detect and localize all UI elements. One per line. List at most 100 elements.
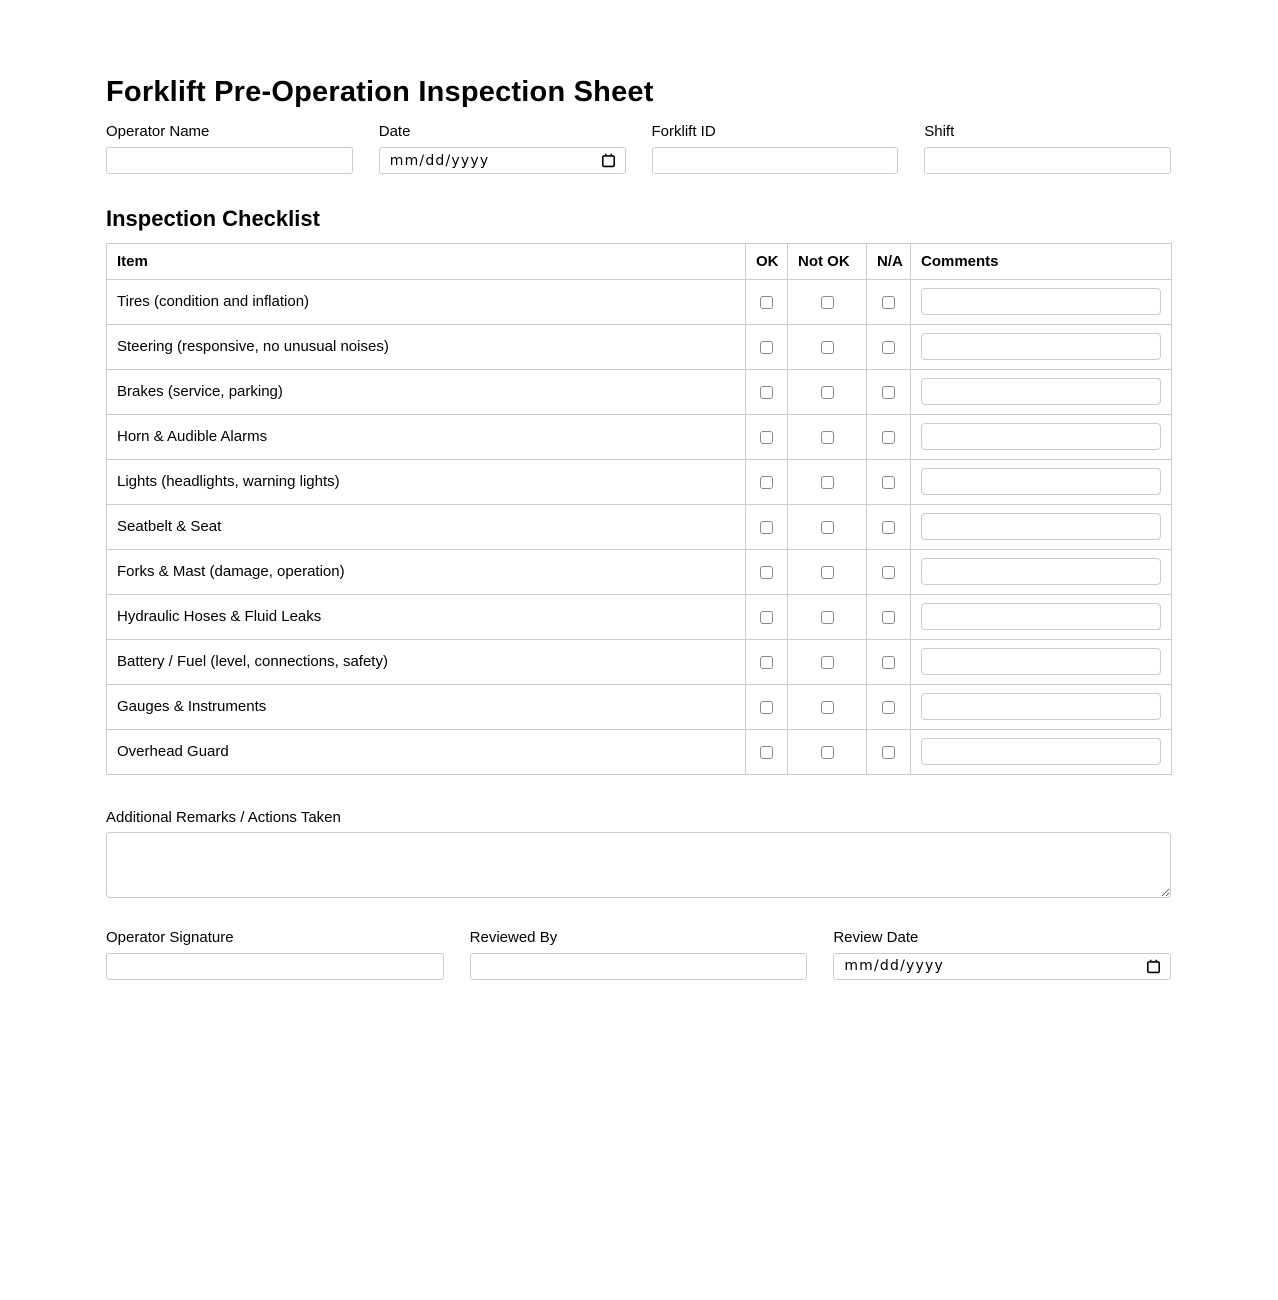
- operator-name-input[interactable]: [106, 147, 353, 175]
- comment-input[interactable]: [921, 558, 1161, 586]
- comment-input[interactable]: [921, 738, 1161, 766]
- ok-checkbox[interactable]: [760, 655, 773, 669]
- comment-input[interactable]: [921, 693, 1161, 721]
- not-ok-checkbox[interactable]: [820, 520, 834, 534]
- not-ok-checkbox[interactable]: [820, 340, 834, 354]
- not-ok-checkbox[interactable]: [820, 565, 834, 579]
- ok-checkbox[interactable]: [760, 700, 773, 714]
- column-header-comments: Comments: [910, 242, 1172, 280]
- column-header-na: N/A: [866, 242, 911, 280]
- na-checkbox[interactable]: [882, 655, 895, 669]
- operator-name-label: Operator Name: [106, 123, 210, 141]
- date-label: Date: [378, 123, 411, 141]
- table-row: Battery / Fuel (level, connections, safe…: [106, 638, 1172, 685]
- table-row: Forks & Mast (damage, operation): [106, 548, 1172, 595]
- checklist-item-label: Brakes (service, parking): [106, 368, 746, 415]
- ok-checkbox[interactable]: [760, 565, 773, 579]
- reviewed-by-label: Reviewed By: [469, 928, 558, 946]
- na-checkbox[interactable]: [882, 610, 895, 624]
- forklift-id-label: Forklift ID: [651, 123, 716, 141]
- shift-field: Shift: [924, 123, 1171, 175]
- checklist-heading: Inspection Checklist: [106, 206, 320, 232]
- ok-checkbox[interactable]: [760, 340, 773, 354]
- checklist-item-label: Horn & Audible Alarms: [106, 413, 746, 460]
- date-placeholder: mm/dd/yyyy: [389, 152, 490, 169]
- na-checkbox[interactable]: [882, 700, 895, 714]
- table-row: Overhead Guard: [106, 728, 1172, 775]
- calendar-icon[interactable]: [1146, 959, 1161, 974]
- operator-signature-input[interactable]: [106, 952, 444, 980]
- review-date-input[interactable]: mm/dd/yyyy: [833, 952, 1171, 980]
- comment-input[interactable]: [921, 423, 1161, 451]
- na-checkbox[interactable]: [882, 340, 895, 354]
- table-row: Seatbelt & Seat: [106, 503, 1172, 550]
- checklist-item-label: Seatbelt & Seat: [106, 503, 746, 550]
- column-header-not-ok: Not OK: [787, 242, 867, 280]
- comment-input[interactable]: [921, 468, 1161, 496]
- ok-checkbox[interactable]: [760, 520, 773, 534]
- not-ok-checkbox[interactable]: [820, 430, 834, 444]
- shift-input[interactable]: [924, 147, 1171, 175]
- not-ok-checkbox[interactable]: [820, 295, 834, 309]
- na-checkbox[interactable]: [882, 520, 895, 534]
- not-ok-checkbox[interactable]: [820, 745, 834, 759]
- not-ok-checkbox[interactable]: [820, 610, 834, 624]
- comment-input[interactable]: [921, 648, 1161, 676]
- forklift-id-field: Forklift ID: [651, 123, 899, 175]
- page-title: Forklift Pre-Operation Inspection Sheet: [106, 76, 654, 108]
- table-row: Brakes (service, parking): [106, 368, 1172, 415]
- comment-input[interactable]: [921, 603, 1161, 631]
- table-row: Horn & Audible Alarms: [106, 413, 1172, 460]
- comment-input[interactable]: [921, 378, 1161, 406]
- na-checkbox[interactable]: [882, 295, 895, 309]
- table-row: Hydraulic Hoses & Fluid Leaks: [106, 593, 1172, 640]
- checklist-item-label: Battery / Fuel (level, connections, safe…: [106, 638, 746, 685]
- reviewed-by-field: Reviewed By: [469, 928, 808, 980]
- ok-checkbox[interactable]: [760, 745, 773, 759]
- header-fields-row: Operator Name Date mm/dd/yyyy: [106, 123, 1171, 175]
- checklist-item-label: Lights (headlights, warning lights): [106, 458, 746, 505]
- comment-input[interactable]: [921, 333, 1161, 361]
- ok-checkbox[interactable]: [760, 610, 773, 624]
- reviewed-by-input[interactable]: [469, 952, 808, 980]
- checklist-item-label: Steering (responsive, no unusual noises): [106, 323, 746, 370]
- checklist-header: Item OK Not OK N/A Comments: [106, 242, 1172, 280]
- table-row: Lights (headlights, warning lights): [106, 458, 1172, 505]
- not-ok-checkbox[interactable]: [820, 475, 834, 489]
- checklist-item-label: Gauges & Instruments: [106, 683, 746, 730]
- ok-checkbox[interactable]: [760, 475, 773, 489]
- review-date-field: Review Date mm/dd/yyyy: [833, 929, 1171, 980]
- comment-input[interactable]: [921, 288, 1161, 316]
- forklift-id-input[interactable]: [651, 147, 899, 175]
- form-content: Forklift Pre-Operation Inspection Sheet …: [106, 0, 1172, 980]
- remarks-block: Additional Remarks / Actions Taken: [106, 809, 1171, 903]
- calendar-icon[interactable]: [601, 153, 616, 168]
- na-checkbox[interactable]: [882, 565, 895, 579]
- review-date-label: Review Date: [833, 928, 919, 946]
- table-row: Steering (responsive, no unusual noises): [106, 323, 1172, 370]
- ok-checkbox[interactable]: [760, 295, 773, 309]
- checklist-item-label: Overhead Guard: [106, 728, 746, 775]
- ok-checkbox[interactable]: [760, 385, 773, 399]
- checklist-item-label: Hydraulic Hoses & Fluid Leaks: [106, 593, 746, 640]
- na-checkbox[interactable]: [882, 475, 895, 489]
- remarks-label: Additional Remarks / Actions Taken: [106, 808, 341, 826]
- comment-input[interactable]: [921, 513, 1161, 541]
- checklist-body: Tires (condition and inflation) Steering…: [106, 278, 1172, 775]
- date-input[interactable]: mm/dd/yyyy: [378, 147, 626, 175]
- footer-fields-row: Operator Signature Reviewed By Review Da…: [106, 929, 1171, 980]
- na-checkbox[interactable]: [882, 385, 895, 399]
- na-checkbox[interactable]: [882, 430, 895, 444]
- not-ok-checkbox[interactable]: [820, 655, 834, 669]
- column-header-item: Item: [106, 242, 746, 280]
- table-row: Tires (condition and inflation): [106, 278, 1172, 325]
- checklist-item-label: Tires (condition and inflation): [106, 278, 746, 325]
- not-ok-checkbox[interactable]: [820, 385, 834, 399]
- ok-checkbox[interactable]: [760, 430, 773, 444]
- checklist-item-label: Forks & Mast (damage, operation): [106, 548, 746, 595]
- na-checkbox[interactable]: [882, 745, 895, 759]
- remarks-textarea[interactable]: [106, 831, 1171, 898]
- column-header-ok: OK: [745, 242, 788, 280]
- not-ok-checkbox[interactable]: [820, 700, 834, 714]
